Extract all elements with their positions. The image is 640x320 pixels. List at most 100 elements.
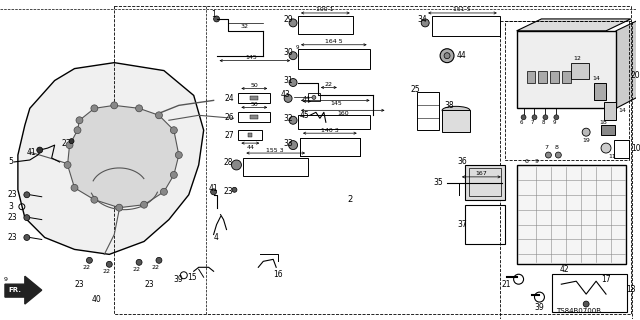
Circle shape — [116, 204, 123, 211]
Text: 164 5: 164 5 — [325, 39, 342, 44]
Circle shape — [170, 127, 177, 134]
Bar — [601, 125, 615, 135]
Text: 23: 23 — [8, 190, 17, 199]
Circle shape — [232, 160, 241, 170]
Circle shape — [312, 95, 316, 100]
Text: 6: 6 — [520, 120, 524, 125]
Bar — [298, 115, 369, 129]
Circle shape — [86, 257, 92, 263]
Text: 23: 23 — [144, 280, 154, 289]
Text: 7: 7 — [545, 145, 548, 149]
Bar — [516, 165, 626, 264]
Text: 50: 50 — [250, 102, 258, 107]
Text: 41: 41 — [27, 148, 36, 156]
Bar — [250, 115, 259, 119]
Circle shape — [556, 152, 561, 158]
Bar — [298, 49, 369, 68]
Text: 22: 22 — [325, 82, 333, 87]
Circle shape — [521, 115, 526, 120]
Bar — [465, 165, 505, 200]
Text: 14: 14 — [592, 76, 600, 81]
Text: 160: 160 — [337, 111, 349, 116]
Text: 25: 25 — [410, 85, 420, 94]
Bar — [239, 130, 262, 140]
Text: 145: 145 — [246, 55, 257, 60]
Circle shape — [64, 162, 71, 168]
Text: 43: 43 — [280, 90, 290, 99]
Text: 15: 15 — [187, 273, 196, 282]
Text: 32: 32 — [241, 24, 248, 29]
Bar — [465, 205, 505, 244]
Text: 45: 45 — [300, 111, 310, 120]
Text: 140 3: 140 3 — [321, 128, 339, 133]
Text: 17: 17 — [601, 275, 611, 284]
Text: 145: 145 — [330, 101, 342, 106]
Text: 9: 9 — [296, 45, 300, 50]
Text: 9: 9 — [534, 159, 538, 164]
Circle shape — [444, 53, 450, 59]
Circle shape — [156, 112, 163, 119]
Bar — [469, 168, 500, 196]
Text: 8: 8 — [541, 120, 545, 125]
Circle shape — [289, 52, 297, 60]
Text: 6: 6 — [525, 159, 529, 164]
Circle shape — [106, 261, 112, 267]
Polygon shape — [616, 19, 640, 108]
Ellipse shape — [442, 106, 470, 114]
Text: 33: 33 — [283, 139, 293, 148]
Bar — [550, 71, 559, 83]
Bar — [516, 31, 616, 108]
Circle shape — [24, 235, 30, 240]
Bar — [442, 110, 470, 132]
Text: 37: 37 — [457, 220, 467, 229]
Text: 31: 31 — [283, 76, 292, 85]
Text: 27: 27 — [225, 131, 234, 140]
Circle shape — [289, 78, 297, 86]
Circle shape — [582, 128, 590, 136]
Text: 10: 10 — [631, 144, 640, 153]
Text: 2: 2 — [348, 195, 353, 204]
Bar — [248, 133, 252, 137]
Circle shape — [170, 172, 177, 178]
Text: 9: 9 — [552, 120, 556, 125]
Text: 12: 12 — [573, 56, 581, 61]
Circle shape — [136, 259, 142, 265]
Bar — [594, 83, 606, 100]
Text: 23: 23 — [8, 233, 17, 242]
Text: 14: 14 — [618, 108, 626, 113]
Bar — [552, 274, 627, 312]
Bar — [432, 16, 500, 36]
Text: 32: 32 — [283, 114, 292, 123]
Text: 23: 23 — [223, 187, 233, 196]
Circle shape — [543, 115, 548, 120]
Bar — [239, 93, 270, 103]
Text: 20: 20 — [631, 71, 640, 80]
Bar — [538, 71, 547, 83]
Bar — [300, 138, 360, 156]
Bar — [563, 71, 572, 83]
Text: 22: 22 — [152, 265, 160, 270]
Text: 28: 28 — [223, 158, 233, 167]
Circle shape — [24, 192, 30, 198]
Circle shape — [76, 117, 83, 124]
Text: 11: 11 — [608, 154, 616, 158]
Circle shape — [289, 19, 297, 27]
Circle shape — [532, 115, 537, 120]
Circle shape — [111, 102, 118, 109]
Text: 34: 34 — [417, 15, 427, 24]
Bar — [239, 112, 270, 122]
Text: 23: 23 — [8, 213, 17, 222]
Bar — [604, 102, 616, 120]
Text: 155 3: 155 3 — [266, 148, 284, 153]
Circle shape — [232, 187, 237, 192]
Bar — [308, 93, 320, 101]
Circle shape — [440, 49, 454, 63]
Text: 21: 21 — [502, 280, 511, 289]
Text: FR.: FR. — [8, 287, 21, 293]
Bar — [115, 6, 631, 314]
Circle shape — [289, 116, 297, 124]
Circle shape — [545, 152, 552, 158]
Bar — [500, 21, 632, 319]
Circle shape — [289, 140, 298, 149]
Circle shape — [66, 142, 73, 148]
